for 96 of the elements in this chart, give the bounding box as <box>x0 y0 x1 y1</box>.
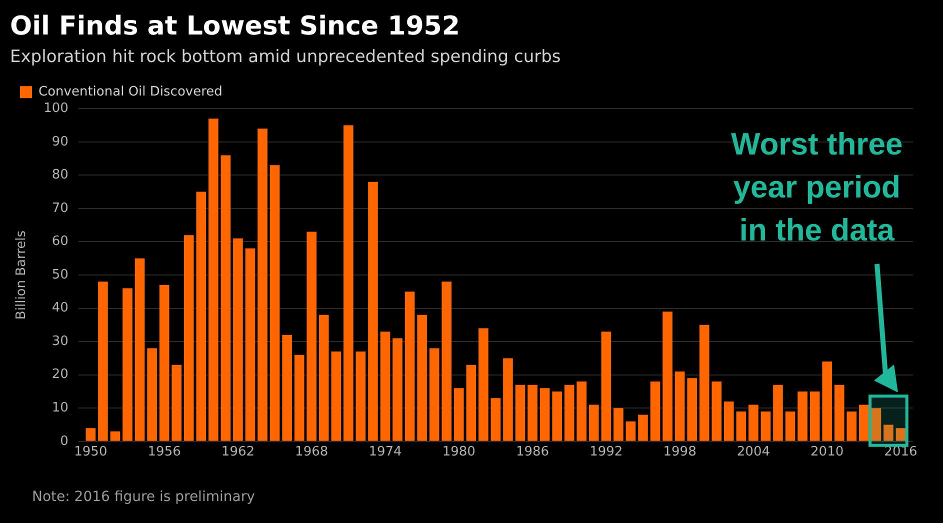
x-tick-label: 2010 <box>810 444 844 460</box>
x-tick-label: 1986 <box>516 444 550 460</box>
bar <box>220 155 231 441</box>
bar <box>466 364 476 441</box>
bar <box>392 338 402 441</box>
bar <box>294 354 304 441</box>
legend-label: Conventional Oil Discovered <box>38 84 222 100</box>
bar <box>724 401 734 441</box>
bar <box>884 424 894 441</box>
x-tick-label: 2016 <box>884 444 918 460</box>
x-tick-label: 1962 <box>221 444 255 460</box>
text: Note: 2016 figure is preliminary <box>32 489 255 505</box>
bar <box>614 408 624 441</box>
bar <box>159 284 170 441</box>
bar <box>147 348 157 441</box>
chart-subtitle: Exploration hit rock bottom amid unprecedented spending curbs <box>10 46 561 67</box>
x-tick-label: 1956 <box>148 444 181 460</box>
bar <box>208 118 218 441</box>
x-tick-label: 2004 <box>736 444 770 460</box>
bar <box>859 404 869 441</box>
bar <box>601 332 612 441</box>
bar <box>318 314 329 441</box>
bar <box>785 411 796 441</box>
bar <box>86 428 96 441</box>
bar <box>528 384 538 441</box>
bar <box>245 248 256 441</box>
bar <box>196 192 206 441</box>
bar <box>417 314 427 441</box>
bar <box>134 258 145 441</box>
bar <box>503 358 513 441</box>
y-tick-label: 90 <box>52 134 68 150</box>
bar <box>540 388 550 441</box>
bar <box>282 334 292 441</box>
y-tick-label: 50 <box>52 267 68 282</box>
bar <box>478 328 488 441</box>
y-tick-label: 0 <box>60 434 68 449</box>
bar <box>331 352 342 441</box>
bar <box>552 391 562 441</box>
bar <box>687 378 697 441</box>
bar <box>122 288 132 441</box>
x-tick-label: 1992 <box>590 444 623 460</box>
x-tick-label: 1974 <box>368 444 402 460</box>
bar <box>429 348 440 441</box>
bar <box>576 381 587 441</box>
bar <box>662 312 672 441</box>
bar <box>490 398 501 441</box>
bar <box>404 292 415 441</box>
bar <box>344 125 354 441</box>
bar <box>773 384 783 441</box>
bar <box>748 404 758 441</box>
bar <box>184 235 194 441</box>
bar <box>810 391 820 441</box>
bar <box>380 332 390 441</box>
bar <box>834 384 844 441</box>
x-tick-label: 1998 <box>663 444 696 460</box>
x-tick-label: 1950 <box>74 444 108 460</box>
bar <box>258 128 268 441</box>
y-tick-label: 30 <box>52 334 68 349</box>
bar <box>270 165 280 441</box>
bar <box>650 381 660 441</box>
bar <box>356 352 366 441</box>
bar <box>699 324 710 441</box>
bar <box>638 414 648 441</box>
bar <box>822 362 832 441</box>
y-tick-label: 60 <box>52 234 68 250</box>
y-tick-label: 10 <box>52 400 68 416</box>
bar <box>564 384 574 441</box>
bar <box>846 411 857 441</box>
bar <box>896 428 906 441</box>
bar <box>626 421 636 441</box>
x-tick-label: 1968 <box>295 444 328 460</box>
bar <box>515 384 526 441</box>
bar <box>110 431 120 441</box>
band-label: Worst three year period in the data <box>731 126 903 248</box>
bar <box>172 364 182 441</box>
bar <box>233 238 243 441</box>
bar <box>871 408 882 441</box>
bar <box>368 182 378 441</box>
y-axis-title: Billion Barrels <box>14 230 30 320</box>
bar <box>736 411 746 441</box>
bar <box>306 232 317 441</box>
bar <box>674 372 685 441</box>
bar <box>98 282 108 441</box>
bar <box>798 391 808 441</box>
chart-title: Oil Finds at Lowest Since 1952 <box>10 11 460 42</box>
bar <box>442 282 452 441</box>
bar <box>588 404 599 441</box>
x-tick-label: 1980 <box>442 444 476 460</box>
y-tick-label: 100 <box>44 100 68 116</box>
bar <box>712 381 722 441</box>
y-tick-label: 20 <box>52 367 68 382</box>
y-tick-label: 40 <box>52 300 68 316</box>
y-tick-label: 70 <box>52 200 68 216</box>
bar <box>454 388 464 441</box>
y-tick-label: 80 <box>52 168 68 183</box>
bar <box>760 411 771 441</box>
